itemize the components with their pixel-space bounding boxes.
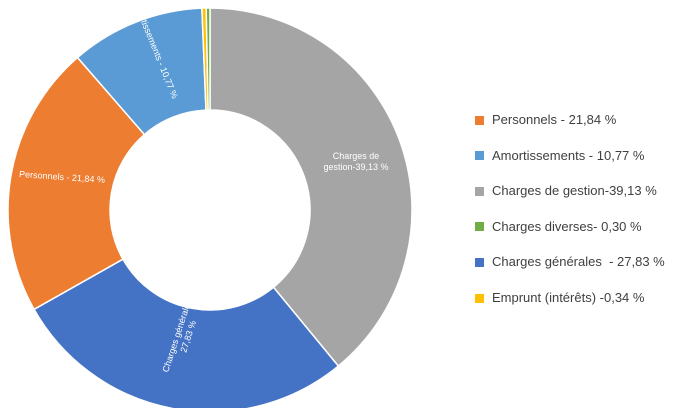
legend-swatch — [475, 151, 484, 161]
legend-label: Charges de gestion-39,13 % — [492, 183, 657, 199]
slice — [33, 258, 340, 408]
slice — [205, 7, 211, 111]
legend-swatch — [475, 257, 484, 267]
legend-swatch — [475, 222, 484, 232]
data-label: Charges de gestion-39,13 % — [323, 151, 389, 172]
slice — [209, 7, 413, 368]
legend-label: Personnels - 21,84 % — [492, 112, 617, 127]
legend-swatch — [475, 293, 484, 303]
legend-swatch — [475, 186, 484, 196]
slice — [7, 56, 146, 311]
legend-swatch — [475, 115, 484, 125]
legend-label: Charges générales - 27,83 % — [492, 254, 665, 270]
legend-label: Amortissements - 10,77 % — [492, 147, 645, 163]
legend-label: Emprunt (intérêts) -0,34 % — [492, 290, 645, 305]
legend-label: Charges diverses- 0,30 % — [492, 218, 642, 234]
